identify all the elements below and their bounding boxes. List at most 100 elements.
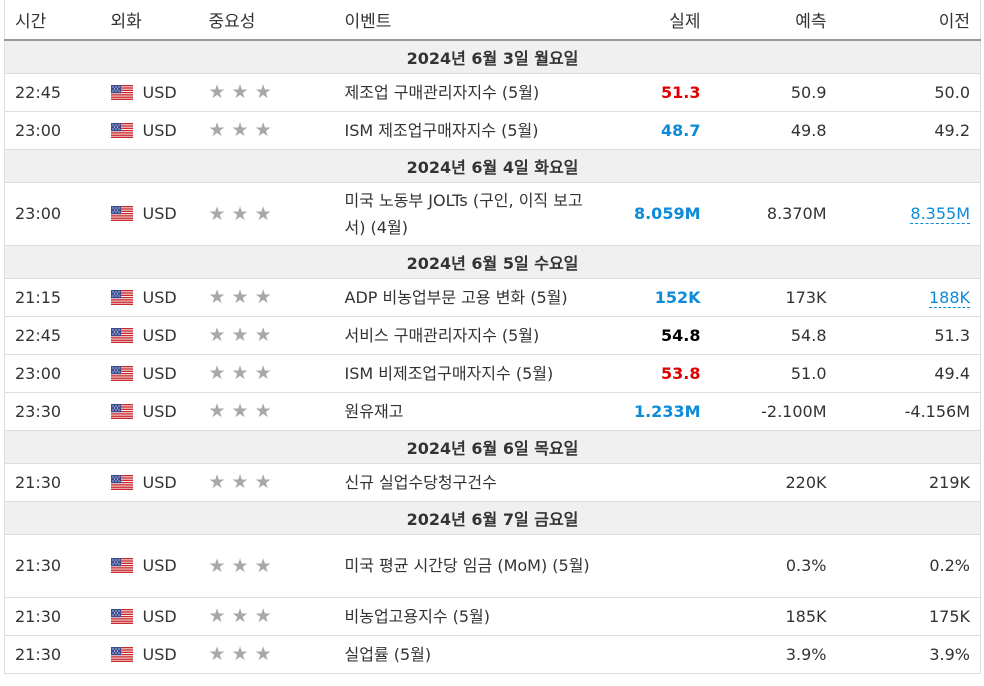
star-icon: ★ — [208, 81, 226, 103]
event-previous: 219K — [836, 463, 981, 502]
event-row[interactable]: 23:00 USD ★ ★ ★ 미국 노동부 JOLTs (구인, 이직 보고서) … — [4, 182, 981, 246]
star-icon: ★ — [231, 202, 249, 225]
star-icon: ★ — [208, 362, 226, 384]
star-icon: ★ — [254, 643, 272, 665]
event-currency: USD — [100, 392, 199, 431]
event-name[interactable]: 비농업고용지수 (5월) — [334, 597, 613, 636]
event-actual: 152K — [612, 278, 711, 317]
header-importance[interactable]: 중요성 — [198, 0, 335, 41]
calendar-table: 시간 외화 중요성 이벤트 실제 예측 이전 2024년 6월 3일 월요일 2… — [4, 0, 981, 674]
event-name[interactable]: ISM 비제조업구매자지수 (5월) — [334, 354, 613, 393]
star-icon: ★ — [254, 81, 272, 103]
event-currency: USD — [100, 73, 199, 112]
header-previous[interactable]: 이전 — [836, 0, 981, 41]
currency-code: USD — [142, 644, 177, 664]
event-row[interactable]: 22:45 USD ★ ★ ★ 서비스 구매관리자지수 (5월) 54.8 54.8 — [4, 316, 981, 355]
event-currency: USD — [100, 316, 199, 355]
event-name[interactable]: ISM 제조업구매자지수 (5월) — [334, 111, 613, 150]
day-date: 2024년 6월 4일 화요일 — [4, 149, 981, 183]
event-currency: USD — [100, 463, 199, 502]
importance-stars: ★ ★ ★ — [198, 182, 335, 246]
star-icon: ★ — [254, 554, 272, 577]
previous-value[interactable]: 188K — [928, 287, 970, 308]
event-previous: 49.4 — [836, 354, 981, 393]
importance-stars: ★ ★ ★ — [198, 534, 335, 598]
event-name[interactable]: 실업률 (5월) — [334, 635, 613, 674]
us-flag-icon — [110, 646, 133, 662]
us-flag-icon — [110, 122, 133, 138]
star-icon: ★ — [208, 119, 226, 141]
event-actual: 48.7 — [612, 111, 711, 150]
currency-code: USD — [142, 325, 177, 345]
previous-value: 175K — [928, 606, 970, 626]
event-previous: 51.3 — [836, 316, 981, 355]
event-previous: 188K — [836, 278, 981, 317]
header-forecast[interactable]: 예측 — [710, 0, 837, 41]
previous-value: 219K — [928, 472, 970, 492]
event-time: 21:15 — [4, 278, 101, 317]
event-row[interactable]: 22:45 USD ★ ★ ★ 제조업 구매관리자지수 (5월) 51.3 50.9 — [4, 73, 981, 112]
previous-value: 0.2% — [929, 556, 970, 575]
star-icon: ★ — [208, 643, 226, 665]
day-header-row: 2024년 6월 7일 금요일 — [4, 501, 981, 535]
us-flag-icon — [110, 289, 133, 305]
event-currency: USD — [100, 534, 199, 598]
event-forecast: 0.3% — [710, 534, 837, 598]
actual-value: 1.233M — [633, 401, 701, 421]
header-time[interactable]: 시간 — [4, 0, 101, 41]
event-name[interactable]: 서비스 구매관리자지수 (5월) — [334, 316, 613, 355]
event-time: 23:00 — [4, 111, 101, 150]
event-name[interactable]: 원유재고 — [334, 392, 613, 431]
header-actual[interactable]: 실제 — [612, 0, 711, 41]
event-row[interactable]: 23:00 USD ★ ★ ★ ISM 비제조업구매자지수 (5월) 53.8 51… — [4, 354, 981, 393]
star-icon: ★ — [231, 81, 249, 103]
actual-value: 152K — [654, 287, 701, 307]
day-header-row: 2024년 6월 4일 화요일 — [4, 149, 981, 183]
day-header-row: 2024년 6월 5일 수요일 — [4, 245, 981, 279]
us-flag-icon — [110, 403, 133, 419]
header-currency[interactable]: 외화 — [100, 0, 199, 41]
star-icon: ★ — [254, 605, 272, 627]
actual-value: 8.059M — [633, 204, 701, 223]
event-name[interactable]: 제조업 구매관리자지수 (5월) — [334, 73, 613, 112]
previous-value: -4.156M — [904, 401, 970, 421]
actual-value: 48.7 — [661, 120, 701, 140]
event-row[interactable]: 23:30 USD ★ ★ ★ 원유재고 1.233M -2.100M -4. — [4, 392, 981, 431]
header-event[interactable]: 이벤트 — [334, 0, 613, 41]
event-time: 21:30 — [4, 534, 101, 598]
previous-value: 3.9% — [929, 644, 970, 664]
importance-stars: ★ ★ ★ — [198, 278, 335, 317]
event-previous: 0.2% — [836, 534, 981, 598]
event-name[interactable]: 미국 평균 시간당 임금 (MoM) (5월) — [334, 534, 613, 598]
event-name[interactable]: 신규 실업수당청구건수 — [334, 463, 613, 502]
event-forecast: 51.0 — [710, 354, 837, 393]
previous-value: 49.4 — [934, 363, 970, 383]
currency-code: USD — [142, 472, 177, 492]
star-icon: ★ — [231, 119, 249, 141]
event-row[interactable]: 21:15 USD ★ ★ ★ ADP 비농업부문 고용 변화 (5월) 152K … — [4, 278, 981, 317]
event-time: 23:30 — [4, 392, 101, 431]
event-name[interactable]: ADP 비농업부문 고용 변화 (5월) — [334, 278, 613, 317]
event-forecast: 50.9 — [710, 73, 837, 112]
importance-stars: ★ ★ ★ — [198, 635, 335, 674]
currency-code: USD — [142, 401, 177, 421]
event-forecast: 185K — [710, 597, 837, 636]
event-actual: 53.8 — [612, 354, 711, 393]
actual-value: 53.8 — [661, 363, 701, 383]
event-row[interactable]: 21:30 USD ★ ★ ★ 미국 평균 시간당 임금 (MoM) (5월) 0. — [4, 534, 981, 598]
event-currency: USD — [100, 354, 199, 393]
currency-code: USD — [142, 120, 177, 140]
event-row[interactable]: 21:30 USD ★ ★ ★ 비농업고용지수 (5월) 185K 175K — [4, 597, 981, 636]
event-actual: 1.233M — [612, 392, 711, 431]
previous-value[interactable]: 8.355M — [910, 204, 970, 224]
star-icon: ★ — [231, 471, 249, 493]
event-forecast: 3.9% — [710, 635, 837, 674]
event-row[interactable]: 21:30 USD ★ ★ ★ 실업률 (5월) 3.9% 3.9% — [4, 635, 981, 674]
event-row[interactable]: 21:30 USD ★ ★ ★ 신규 실업수당청구건수 220K 219K — [4, 463, 981, 502]
star-icon: ★ — [254, 400, 272, 422]
event-row[interactable]: 23:00 USD ★ ★ ★ ISM 제조업구매자지수 (5월) 48.7 49.… — [4, 111, 981, 150]
event-name[interactable]: 미국 노동부 JOLTs (구인, 이직 보고서) (4월) — [334, 182, 613, 246]
event-forecast: 8.370M — [710, 182, 837, 246]
calendar-body: 2024년 6월 3일 월요일 22:45 USD ★ ★ ★ 제조업 구매관리 — [4, 40, 981, 674]
currency-code: USD — [142, 556, 177, 575]
